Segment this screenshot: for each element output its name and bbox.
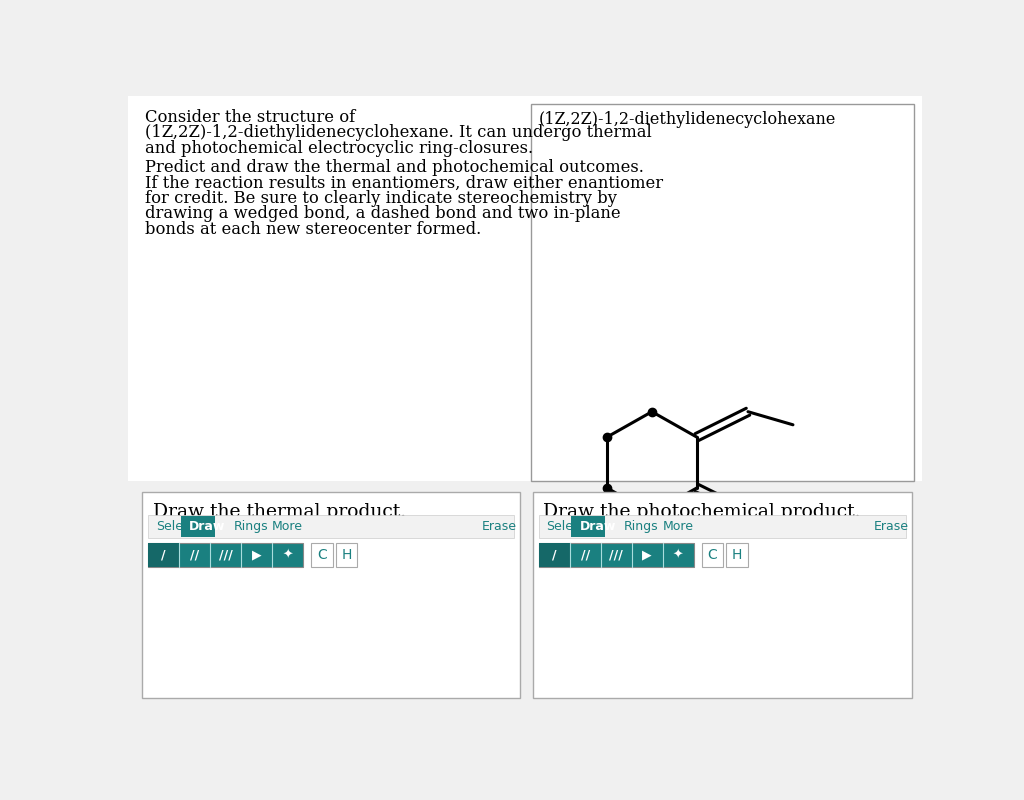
Bar <box>128 96 922 481</box>
Text: H: H <box>341 548 351 562</box>
Text: Select: Select <box>547 520 586 533</box>
Bar <box>531 104 913 481</box>
Text: ///: /// <box>609 549 624 562</box>
Bar <box>539 515 906 538</box>
Bar <box>539 542 569 567</box>
Bar <box>148 542 303 567</box>
Text: Draw: Draw <box>188 520 225 533</box>
Text: Consider the structure of: Consider the structure of <box>145 109 355 126</box>
Text: bonds at each new stereocenter formed.: bonds at each new stereocenter formed. <box>145 221 481 238</box>
Text: Predict and draw the thermal and photochemical outcomes.: Predict and draw the thermal and photoch… <box>145 159 644 176</box>
Text: (1Z,2Z)-1,2-diethylidenecyclohexane. It can undergo thermal: (1Z,2Z)-1,2-diethylidenecyclohexane. It … <box>145 125 652 142</box>
Text: C: C <box>316 548 327 562</box>
Bar <box>180 516 215 538</box>
Text: for credit. Be sure to clearly indicate stereochemistry by: for credit. Be sure to clearly indicate … <box>145 190 617 207</box>
Bar <box>539 542 693 567</box>
Text: /: / <box>162 549 166 562</box>
Text: ✦: ✦ <box>283 549 293 562</box>
Text: ✦: ✦ <box>673 549 683 562</box>
Text: Draw the thermal product.: Draw the thermal product. <box>153 502 406 521</box>
Text: Rings: Rings <box>624 520 658 533</box>
Text: ▶: ▶ <box>642 549 652 562</box>
Text: ▶: ▶ <box>252 549 261 562</box>
Text: More: More <box>663 520 693 533</box>
Text: and photochemical electrocyclic ring-closures.: and photochemical electrocyclic ring-clo… <box>145 140 534 157</box>
Text: C: C <box>708 548 717 562</box>
Text: More: More <box>272 520 303 533</box>
Bar <box>571 516 605 538</box>
Text: Draw the photochemical product.: Draw the photochemical product. <box>544 502 861 521</box>
Text: Draw: Draw <box>580 520 615 533</box>
Text: Rings: Rings <box>233 520 268 533</box>
Text: drawing a wedged bond, a dashed bond and two in-plane: drawing a wedged bond, a dashed bond and… <box>145 206 621 222</box>
Bar <box>336 542 357 567</box>
Text: Erase: Erase <box>873 520 908 533</box>
Text: //: // <box>581 549 590 562</box>
Bar <box>532 492 912 698</box>
Text: Select: Select <box>156 520 195 533</box>
Bar <box>311 542 333 567</box>
Text: (1Z,2Z)-1,2-diethylidenecyclohexane: (1Z,2Z)-1,2-diethylidenecyclohexane <box>539 111 837 128</box>
Text: If the reaction results in enantiomers, draw either enantiomer: If the reaction results in enantiomers, … <box>145 174 664 191</box>
Text: /: / <box>552 549 557 562</box>
Text: //: // <box>190 549 200 562</box>
Text: Erase: Erase <box>481 520 516 533</box>
Bar <box>148 542 179 567</box>
Bar <box>701 542 723 567</box>
Bar <box>148 515 514 538</box>
Text: ///: /// <box>219 549 232 562</box>
Bar <box>726 542 748 567</box>
Text: H: H <box>732 548 742 562</box>
Bar <box>142 492 520 698</box>
